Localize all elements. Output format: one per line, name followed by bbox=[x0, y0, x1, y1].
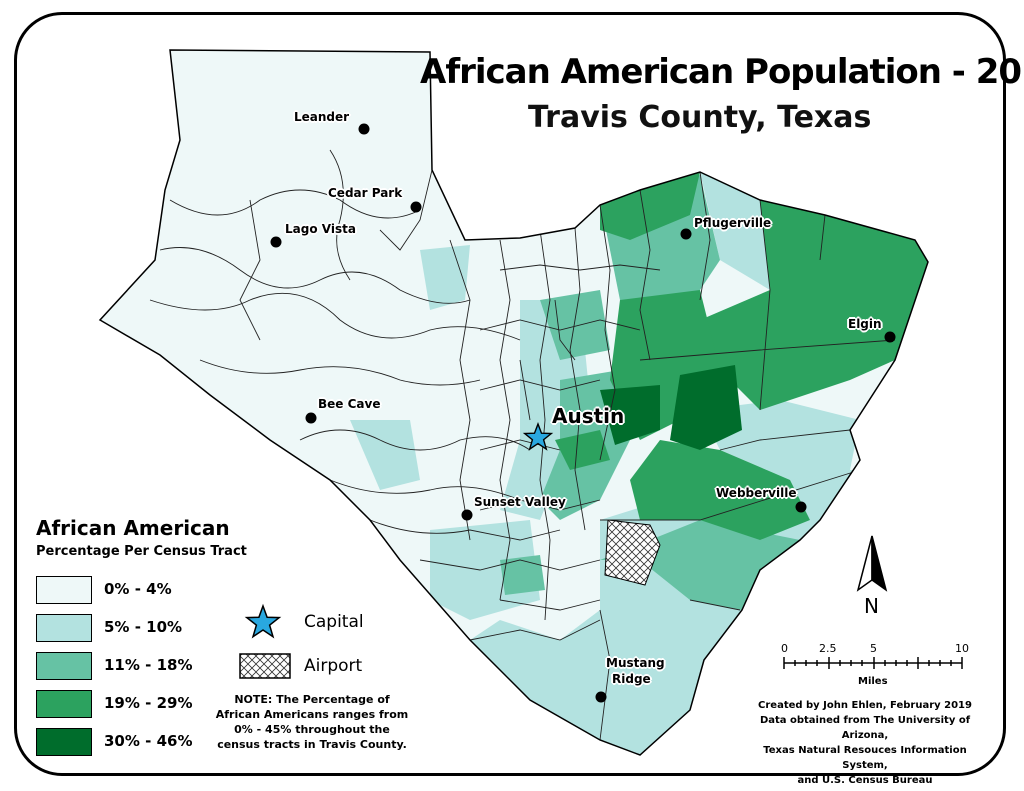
map-title: African American Population - 2017 bbox=[420, 52, 1024, 92]
north-label: N bbox=[864, 594, 879, 618]
tract-region-northcentral-medium bbox=[540, 290, 610, 360]
legend-label-0-4: 0% - 4% bbox=[104, 580, 172, 598]
tract-region-east-austin-highest bbox=[600, 385, 660, 445]
legend-swatch-30-46 bbox=[36, 728, 92, 756]
capital-star-icon bbox=[522, 422, 554, 451]
legend-capital-star-icon bbox=[244, 603, 282, 639]
north-arrow-icon bbox=[856, 535, 888, 592]
city-label-elgin: Elgin bbox=[848, 317, 882, 331]
legend-label-30-46: 30% - 46% bbox=[104, 732, 193, 750]
scale-tick-2-5: 2.5 bbox=[819, 642, 837, 655]
legend-label-19-29: 19% - 29% bbox=[104, 694, 193, 712]
credits: Created by John Ehlen, February 2019 Dat… bbox=[740, 698, 990, 788]
tract-region-highest bbox=[670, 365, 742, 450]
credits-line-3: Texas Natural Resouces Information Syste… bbox=[763, 745, 967, 771]
leander-marker bbox=[358, 123, 370, 135]
credits-line-1: Created by John Ehlen, February 2019 bbox=[758, 700, 972, 711]
tract-region-webberville-dark bbox=[630, 440, 810, 540]
tract-region-downtown-dark bbox=[555, 430, 610, 470]
map-frame bbox=[14, 12, 1006, 776]
legend-swatch-11-18 bbox=[36, 652, 92, 680]
tract-region-pflugerville-dark bbox=[600, 172, 700, 240]
map-subtitle: Travis County, Texas bbox=[528, 100, 872, 135]
webberville-marker bbox=[795, 501, 807, 513]
bee-cave-marker bbox=[305, 412, 317, 424]
city-label-pflugerville: Pflugerville bbox=[694, 216, 772, 230]
tract-region-elgin-dark bbox=[700, 200, 928, 410]
elgin-marker bbox=[884, 331, 896, 343]
cedar-park-marker bbox=[410, 201, 422, 213]
city-label-cedar-park: Cedar Park bbox=[328, 186, 403, 200]
scale-bar bbox=[783, 657, 963, 669]
legend-swatch-19-29 bbox=[36, 690, 92, 718]
city-label-webberville: Webberville bbox=[716, 486, 797, 500]
credits-line-2: Data obtained from The University of Ari… bbox=[759, 715, 971, 741]
scale-tick-0: 0 bbox=[781, 642, 788, 655]
legend-swatch-0-4 bbox=[36, 576, 92, 604]
legend-label-11-18: 11% - 18% bbox=[104, 656, 193, 674]
legend-title: African American bbox=[36, 516, 230, 540]
city-label-mustang: Mustang bbox=[606, 656, 665, 670]
note-text: NOTE: The Percentage of African American… bbox=[215, 693, 409, 751]
tract-boundaries bbox=[149, 149, 896, 741]
city-label-ridge: Ridge bbox=[612, 672, 651, 686]
tract-region-southwest-medium bbox=[500, 555, 545, 595]
city-label-lago-vista: Lago Vista bbox=[285, 222, 356, 236]
city-label-sunset-valley: Sunset Valley bbox=[474, 495, 566, 509]
city-label-leander: Leander bbox=[294, 110, 350, 124]
legend-airport-label: Airport bbox=[304, 656, 363, 676]
scale-tick-10: 10 bbox=[955, 642, 969, 655]
legend-capital-label: Capital bbox=[304, 612, 364, 632]
lago-vista-marker bbox=[270, 236, 282, 248]
city-label-bee-cave: Bee Cave bbox=[318, 397, 381, 411]
legend-subtitle: Percentage Per Census Tract bbox=[36, 544, 247, 559]
airport-area bbox=[604, 519, 661, 586]
mustang-ridge-marker bbox=[595, 691, 607, 703]
census-tracts bbox=[100, 50, 928, 755]
pflugerville-marker bbox=[680, 228, 692, 240]
sunset-valley-marker bbox=[461, 509, 473, 521]
scale-unit: Miles bbox=[858, 676, 888, 687]
credits-line-4: and U.S. Census Bureau bbox=[797, 775, 933, 786]
county-outline bbox=[98, 49, 929, 756]
tract-region-west-light bbox=[350, 420, 420, 490]
tract-region-south-light bbox=[430, 520, 540, 620]
city-label-austin: Austin bbox=[552, 404, 625, 428]
legend-airport-swatch bbox=[239, 653, 291, 679]
legend-label-5-10: 5% - 10% bbox=[104, 618, 183, 636]
scale-tick-5: 5 bbox=[870, 642, 877, 655]
legend-swatch-5-10 bbox=[36, 614, 92, 642]
